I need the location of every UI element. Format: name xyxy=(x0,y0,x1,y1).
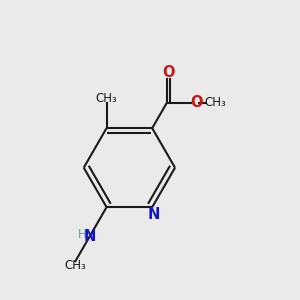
Text: O: O xyxy=(190,95,203,110)
Text: H: H xyxy=(78,228,87,241)
Text: N: N xyxy=(83,229,96,244)
Text: CH₃: CH₃ xyxy=(96,92,117,105)
Text: CH₃: CH₃ xyxy=(64,259,86,272)
Text: N: N xyxy=(148,207,160,222)
Text: CH₃: CH₃ xyxy=(204,96,226,109)
Text: O: O xyxy=(162,65,175,80)
